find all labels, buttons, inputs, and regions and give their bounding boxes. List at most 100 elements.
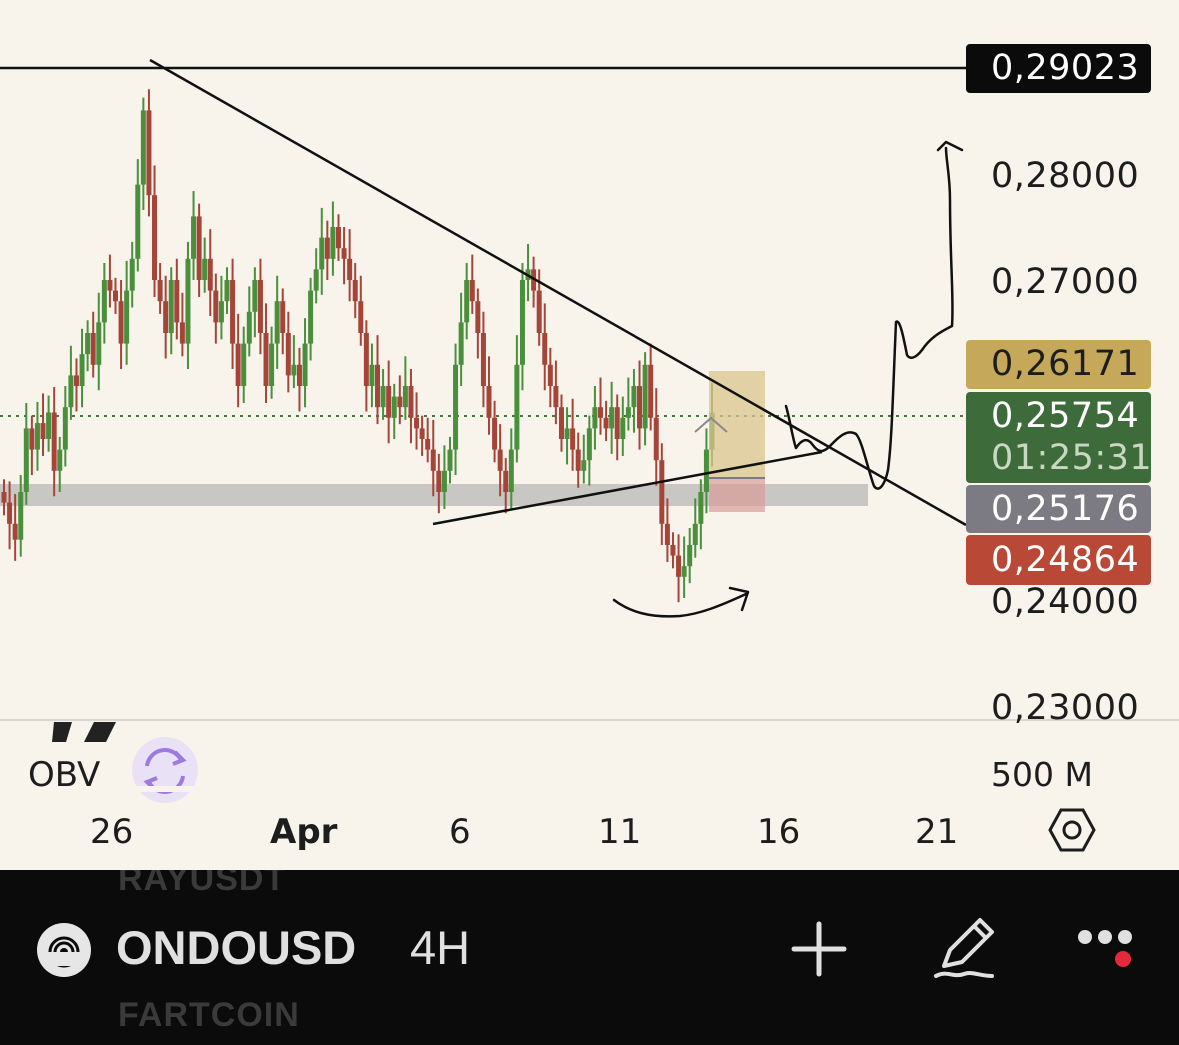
candle-body [347,258,353,280]
candle-body [558,407,564,439]
obv-histogram-fragment [84,722,116,742]
notification-dot [1115,951,1131,967]
pen-drawing-icon[interactable] [930,914,1000,984]
candle-body [642,364,648,429]
candle-body [308,290,314,344]
symbol-carousel-prev[interactable]: RAYUSDT [118,870,287,898]
time-axis-label: 16 [757,812,801,852]
candle-body [313,269,319,291]
candle-body [676,555,682,577]
settings-icon[interactable] [1048,806,1096,854]
candle-body [96,322,102,365]
candle-body [503,470,509,492]
candle-body [363,333,369,386]
candle-body [1,492,7,503]
time-axis-label: 26 [90,812,134,852]
refresh-icon[interactable] [132,737,198,803]
candle-body [107,280,113,291]
candle-body [90,333,96,365]
candle-body [341,248,347,259]
candle-body [547,364,553,386]
candle-body [157,280,163,302]
candle-body [57,449,63,471]
projection-drawing[interactable] [784,140,964,490]
chart-area[interactable]: 0,28000 0,27000 0,24000 0,23000 0,29023 … [0,0,1179,870]
candle-body [386,386,392,418]
candle-body [46,412,52,439]
candle-body [369,364,375,386]
candle-body [29,428,35,450]
candle-body [185,258,191,344]
candle-body [425,439,431,450]
candle-body [129,258,135,291]
candle-body [659,460,665,524]
bottom-toolbar: RAYUSDT FARTCOIN ONDOUSDT 4H [0,870,1179,1045]
candle-body [653,417,659,461]
obv-histogram-fragment [52,722,72,742]
candle-body [380,386,386,408]
symbol-carousel-next[interactable]: FARTCOIN [118,996,300,1034]
candle-body [508,449,514,492]
candle-body [586,428,592,461]
candle-body [469,280,475,302]
price-axis-label: 0,24000 [991,582,1140,622]
ondo-coin-icon [37,923,91,977]
price-axis-label: 0,23000 [991,688,1140,728]
position-stop-zone[interactable] [709,478,765,512]
candle-body [603,417,609,429]
candle-body [40,423,46,439]
candle-body [112,290,118,302]
support-price-tag[interactable]: 0,25176 [966,485,1151,533]
target-price-tag[interactable]: 0,26171 [966,340,1151,389]
candle-body [324,237,330,259]
symbol-selector[interactable]: ONDOUSDT [116,921,356,974]
price-chart[interactable] [0,0,1179,870]
candle-body [34,423,40,450]
candle-body [124,290,130,344]
candle-body [430,449,436,471]
candle-body [302,343,308,386]
resistance-price-tag[interactable]: 0,29023 [966,44,1151,93]
candle-body [207,258,213,291]
candle-body [230,280,236,344]
time-axis-label: 6 [449,812,471,852]
candle-body [179,322,185,344]
candle-body [252,280,258,312]
more-options-icon[interactable] [1076,928,1146,978]
candle-body [436,470,442,492]
candle-body [681,566,687,577]
candle-body [453,364,459,450]
ascending-trendline[interactable] [432,450,823,526]
candle-body [168,280,174,333]
candle-body [687,545,693,567]
candle-body [274,301,280,344]
stop-price-tag[interactable]: 0,24864 [966,535,1151,585]
candle-body [614,407,620,439]
candle-body [492,417,498,450]
last-price-tag[interactable]: 0,25754 01:25:31 [966,392,1152,483]
candle-body [257,280,263,333]
descending-trendline[interactable] [149,58,967,527]
timeframe-selector[interactable]: 4H [410,921,471,974]
candle-body [670,545,676,556]
candle-body [146,110,152,196]
candle-body [631,386,637,408]
candle-body [692,523,698,545]
candle-body [514,364,520,450]
candle-body [564,428,570,439]
candle-body [196,216,202,280]
obv-scale-label: 500 M [991,755,1093,794]
candle-body [391,396,397,418]
candle-body [291,364,297,376]
add-icon[interactable] [790,920,848,978]
candle-body [625,407,631,418]
candle-body [140,110,146,185]
curved-arrow-drawing[interactable] [612,586,750,618]
price-axis-label: 0,27000 [991,262,1140,302]
obv-indicator-label[interactable]: OBV [28,755,101,795]
candle-body [85,333,91,355]
candle-body [18,492,24,540]
candle-body [296,364,302,386]
candle-body [698,492,704,524]
candle-body [703,449,709,492]
